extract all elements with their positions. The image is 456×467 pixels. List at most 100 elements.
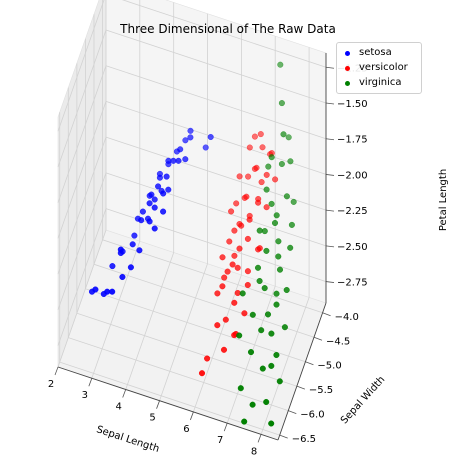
point-virginica [285,134,292,141]
point-virginica [273,351,280,359]
x-tick-mark [122,389,127,398]
point-virginica [236,332,243,339]
z-tick-label: −2.00 [337,170,368,181]
y-grid-line [59,112,280,436]
point-virginica [261,228,268,235]
point-setosa [92,286,99,293]
point-versicolor [253,164,260,171]
z-tick-label: −2.75 [337,278,368,289]
point-versicolor [258,179,265,186]
x-grid-line [193,24,242,413]
y-tick-mark [288,410,297,415]
x-tick-label: 8 [251,446,257,457]
point-virginica [256,277,263,285]
point-versicolor [243,193,250,200]
z-tick-mark [325,174,335,176]
point-setosa [109,288,116,295]
x-tick-label: 7 [217,435,223,446]
z-tick-mark [325,102,335,105]
point-versicolor [204,355,211,362]
point-setosa [170,157,177,164]
y-grid-line [85,38,306,363]
point-versicolor [272,176,279,183]
x-grid-line [91,0,141,379]
y-tick-mark [279,434,288,439]
point-virginica [261,285,268,292]
z-grid-line [57,0,327,132]
point-versicolor [263,204,270,211]
point-versicolor [221,274,228,281]
point-versicolor [256,245,263,252]
z-tick-mark [325,66,335,69]
point-virginica [290,198,297,205]
point-virginica [249,401,256,408]
point-versicolor [236,245,243,252]
point-setosa [129,241,136,248]
point-setosa [160,190,167,197]
point-virginica [263,247,270,254]
y-tick-label: −4.5 [326,336,350,347]
point-virginica [268,154,275,161]
point-virginica [283,286,290,294]
legend-label: versicolor [359,62,408,73]
point-versicolor [246,216,253,223]
z-grid-line [57,65,327,203]
point-setosa [187,134,194,141]
axis-panes [57,0,327,441]
point-virginica [258,327,265,334]
point-virginica [277,61,284,68]
x-axis-label: Sepal Length [95,424,161,455]
x-tick-mark [190,411,194,421]
z-tick-mark [325,245,335,248]
point-setosa [175,157,182,164]
point-versicolor [233,200,240,207]
point-versicolor [219,254,226,261]
z-tick-label: −2.50 [337,242,368,253]
point-versicolor [220,346,228,353]
point-versicolor [263,171,270,178]
point-setosa [160,208,167,215]
x-grid-line [57,0,107,368]
point-virginica [273,301,280,308]
point-setosa [146,200,153,207]
point-versicolor [231,299,238,306]
x-axis-line [57,366,279,441]
legend-marker-virginica [345,80,350,86]
point-virginica [247,349,255,356]
point-virginica [254,264,262,271]
point-virginica [281,324,288,331]
point-setosa [187,127,194,134]
point-setosa [127,264,134,271]
point-versicolor [231,227,238,234]
point-virginica [263,186,270,193]
point-setosa [109,263,116,270]
point-virginica [268,200,275,207]
point-versicolor [228,208,235,215]
point-versicolor [219,283,226,290]
point-setosa [151,225,158,232]
y-tick-label: −5.5 [309,385,333,396]
x-tick-label: 6 [183,424,189,435]
point-versicolor [245,173,252,180]
y-tick-mark [322,312,331,317]
z-grid-line [57,208,327,346]
point-versicolor [251,133,258,140]
y-tick-mark [305,361,314,366]
point-virginica [287,244,294,251]
point-versicolor [255,199,262,206]
z-tick-mark [325,281,335,283]
point-setosa [155,183,162,190]
x-grid-line [159,13,208,401]
point-versicolor [224,268,231,275]
point-virginica [263,398,270,406]
point-setosa [148,191,155,198]
x-tick-mark [54,366,59,376]
point-virginica [275,238,282,245]
point-virginica [271,219,279,227]
point-virginica [256,227,263,234]
point-setosa [156,174,163,181]
x-grid-line [125,2,175,390]
point-virginica [268,330,275,337]
z-tick-mark [325,138,335,141]
